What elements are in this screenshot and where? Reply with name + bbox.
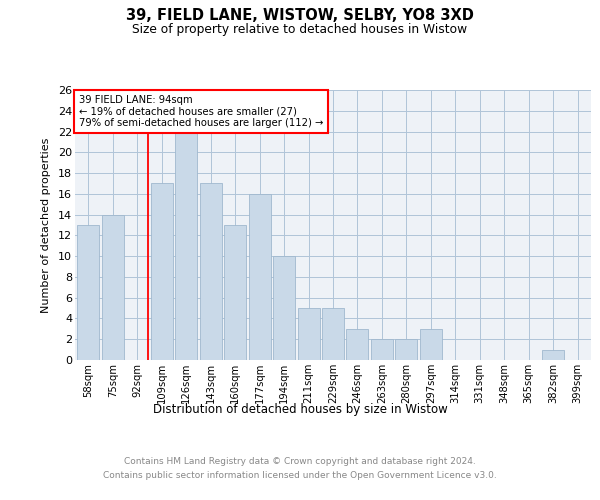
Bar	[542, 350, 564, 360]
Y-axis label: Number of detached properties: Number of detached properties	[41, 138, 51, 312]
Text: Size of property relative to detached houses in Wistow: Size of property relative to detached ho…	[133, 22, 467, 36]
Text: Contains HM Land Registry data © Crown copyright and database right 2024.
Contai: Contains HM Land Registry data © Crown c…	[103, 458, 497, 479]
Bar	[346, 329, 368, 360]
Bar	[224, 225, 246, 360]
Bar	[420, 329, 442, 360]
Bar	[102, 214, 124, 360]
Bar	[395, 339, 418, 360]
Text: 39 FIELD LANE: 94sqm
← 19% of detached houses are smaller (27)
79% of semi-detac: 39 FIELD LANE: 94sqm ← 19% of detached h…	[79, 95, 323, 128]
Bar	[151, 184, 173, 360]
Bar	[298, 308, 320, 360]
Text: 39, FIELD LANE, WISTOW, SELBY, YO8 3XD: 39, FIELD LANE, WISTOW, SELBY, YO8 3XD	[126, 8, 474, 22]
Bar	[322, 308, 344, 360]
Bar	[371, 339, 393, 360]
Bar	[175, 132, 197, 360]
Bar	[273, 256, 295, 360]
Text: Distribution of detached houses by size in Wistow: Distribution of detached houses by size …	[152, 402, 448, 415]
Bar	[200, 184, 222, 360]
Bar	[248, 194, 271, 360]
Bar	[77, 225, 100, 360]
